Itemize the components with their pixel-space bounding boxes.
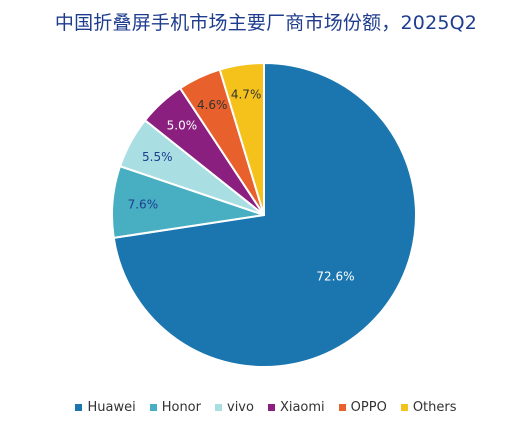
- data-label-oppo: 4.6%: [197, 98, 228, 112]
- data-label-vivo: 5.5%: [142, 150, 173, 164]
- legend-label: Others: [412, 400, 457, 415]
- legend-swatch: [215, 404, 222, 411]
- legend-item-honor: Honor: [149, 400, 201, 415]
- legend-item-oppo: OPPO: [338, 400, 387, 415]
- legend-swatch: [75, 404, 83, 411]
- pie-slice-others: [218, 61, 265, 216]
- legend-item-xiaomi: Xiaomi: [267, 400, 325, 415]
- data-label-others: 4.7%: [231, 88, 262, 102]
- legend-item-vivo: vivo: [215, 400, 254, 415]
- legend-label: Xiaomi: [279, 400, 325, 415]
- data-label-huawei: 72.6%: [316, 269, 354, 283]
- chart-title: 中国折叠屏手机市场主要厂商市场份额，2025Q2: [54, 12, 478, 34]
- legend-swatch: [149, 404, 157, 411]
- legend-item-huawei: Huawei: [75, 400, 136, 415]
- legend-label: OPPO: [350, 400, 387, 415]
- legend-swatch: [338, 404, 346, 411]
- chart-legend: Huawei Honor vivo Xiaomi OPPO Others: [0, 400, 532, 415]
- legend-swatch: [400, 404, 408, 411]
- data-label-xiaomi: 5.0%: [167, 118, 198, 132]
- legend-label: vivo: [227, 400, 254, 415]
- data-label-honor: 7.6%: [128, 197, 159, 211]
- legend-label: Huawei: [87, 400, 136, 415]
- legend-item-others: Others: [400, 400, 457, 415]
- legend-label: Honor: [161, 400, 201, 415]
- legend-swatch: [267, 404, 275, 411]
